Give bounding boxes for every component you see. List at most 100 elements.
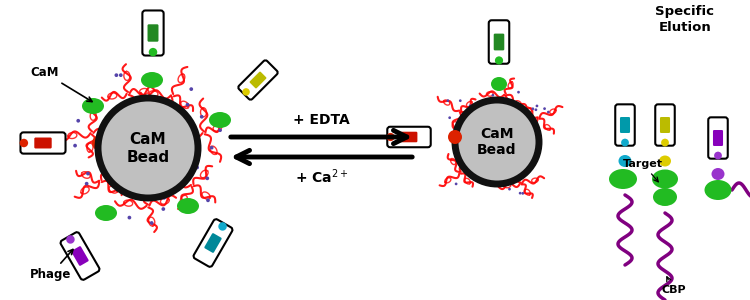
Circle shape: [161, 207, 165, 211]
Circle shape: [491, 94, 494, 97]
Ellipse shape: [659, 155, 671, 167]
Circle shape: [195, 166, 199, 170]
Ellipse shape: [653, 188, 677, 206]
Ellipse shape: [704, 180, 731, 200]
Ellipse shape: [209, 112, 231, 128]
Circle shape: [386, 133, 394, 141]
Circle shape: [66, 235, 75, 244]
Circle shape: [547, 111, 550, 113]
Circle shape: [519, 192, 521, 194]
Circle shape: [142, 102, 146, 106]
FancyBboxPatch shape: [656, 104, 675, 146]
Circle shape: [86, 172, 90, 176]
Circle shape: [508, 188, 511, 190]
Ellipse shape: [491, 77, 507, 91]
Circle shape: [218, 222, 226, 231]
Circle shape: [242, 88, 250, 96]
Circle shape: [210, 146, 214, 149]
Text: CaM: CaM: [130, 131, 166, 146]
Ellipse shape: [141, 72, 163, 88]
FancyBboxPatch shape: [20, 132, 65, 154]
FancyBboxPatch shape: [148, 24, 158, 42]
Circle shape: [200, 115, 203, 119]
Text: Specific
Elution: Specific Elution: [656, 5, 715, 34]
Circle shape: [543, 107, 546, 110]
Ellipse shape: [609, 169, 637, 189]
Circle shape: [455, 100, 539, 184]
FancyBboxPatch shape: [250, 71, 266, 88]
FancyBboxPatch shape: [615, 104, 634, 146]
Text: Phage: Phage: [30, 250, 73, 281]
Ellipse shape: [712, 168, 724, 180]
Circle shape: [454, 182, 458, 185]
Circle shape: [137, 109, 141, 112]
Circle shape: [521, 192, 524, 195]
Circle shape: [162, 196, 166, 200]
FancyBboxPatch shape: [660, 117, 670, 133]
FancyBboxPatch shape: [142, 11, 164, 56]
Ellipse shape: [177, 198, 199, 214]
Circle shape: [192, 168, 196, 171]
Text: Bead: Bead: [127, 149, 170, 164]
FancyBboxPatch shape: [238, 60, 278, 100]
Circle shape: [496, 105, 499, 108]
Ellipse shape: [82, 98, 104, 114]
Circle shape: [536, 105, 538, 107]
Circle shape: [74, 144, 77, 148]
Text: + EDTA: + EDTA: [293, 113, 350, 127]
Circle shape: [174, 105, 178, 109]
FancyBboxPatch shape: [194, 219, 232, 267]
Circle shape: [92, 135, 108, 151]
Circle shape: [621, 139, 629, 146]
Circle shape: [182, 109, 185, 112]
Circle shape: [448, 130, 462, 144]
Circle shape: [661, 139, 669, 146]
Circle shape: [136, 102, 140, 106]
Text: + Ca$^{2+}$: + Ca$^{2+}$: [295, 167, 348, 186]
Circle shape: [128, 216, 131, 220]
FancyBboxPatch shape: [489, 20, 509, 64]
Circle shape: [186, 103, 190, 106]
Circle shape: [115, 73, 118, 77]
Circle shape: [448, 116, 451, 119]
Circle shape: [714, 152, 722, 159]
Circle shape: [446, 99, 449, 102]
Circle shape: [471, 110, 473, 112]
Ellipse shape: [652, 169, 678, 188]
Circle shape: [190, 87, 194, 91]
Circle shape: [20, 139, 28, 147]
Circle shape: [181, 173, 184, 177]
Circle shape: [518, 91, 520, 94]
Ellipse shape: [95, 205, 117, 221]
Circle shape: [206, 176, 209, 180]
Circle shape: [495, 56, 503, 64]
Circle shape: [119, 73, 123, 77]
FancyBboxPatch shape: [34, 137, 52, 148]
Text: Bead: Bead: [477, 143, 517, 157]
Circle shape: [178, 107, 182, 111]
Circle shape: [206, 198, 210, 202]
Circle shape: [496, 103, 500, 106]
Circle shape: [76, 119, 80, 123]
Circle shape: [148, 48, 158, 56]
Text: Target: Target: [623, 159, 663, 182]
FancyBboxPatch shape: [620, 117, 630, 133]
Circle shape: [470, 169, 472, 172]
FancyBboxPatch shape: [61, 232, 100, 280]
Circle shape: [150, 221, 154, 225]
FancyBboxPatch shape: [204, 233, 222, 253]
FancyBboxPatch shape: [387, 127, 430, 147]
FancyBboxPatch shape: [708, 117, 728, 159]
Circle shape: [85, 182, 88, 186]
Circle shape: [532, 107, 534, 110]
Circle shape: [469, 104, 472, 107]
FancyBboxPatch shape: [71, 246, 88, 266]
Circle shape: [178, 182, 182, 186]
Text: CaM: CaM: [480, 127, 514, 141]
Circle shape: [98, 98, 198, 198]
Circle shape: [472, 158, 475, 161]
Circle shape: [98, 140, 102, 143]
Text: CaM: CaM: [30, 66, 92, 102]
FancyBboxPatch shape: [400, 132, 418, 142]
FancyBboxPatch shape: [713, 130, 723, 146]
